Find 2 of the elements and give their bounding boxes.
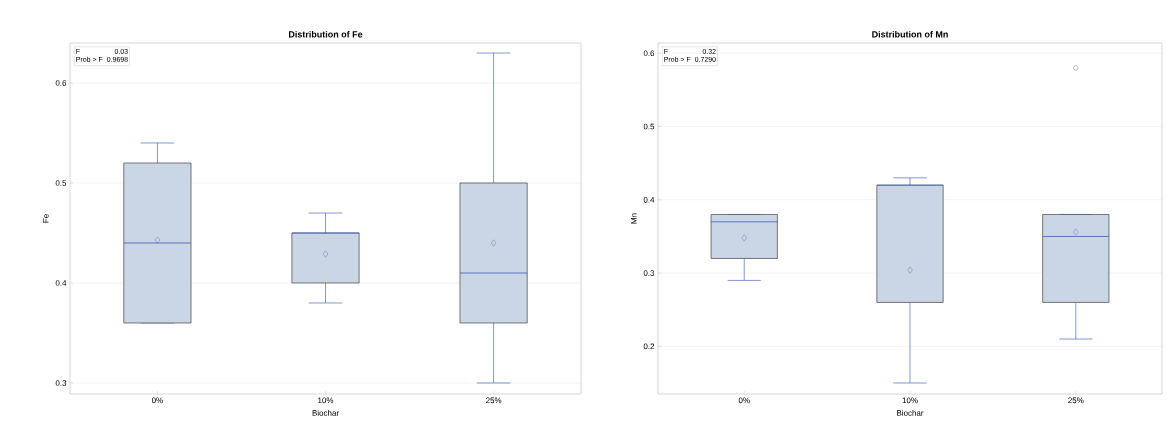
chart-title: Distribution of Mn: [872, 30, 948, 38]
chart-title: Distribution of Fe: [288, 30, 363, 38]
